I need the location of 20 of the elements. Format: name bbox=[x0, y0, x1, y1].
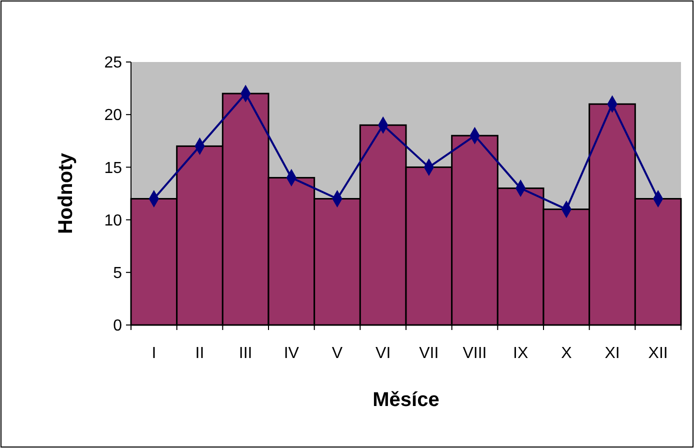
x-tick-label: XI bbox=[604, 345, 620, 362]
y-tick-label: 15 bbox=[104, 160, 122, 177]
x-tick-label: IV bbox=[284, 345, 300, 362]
x-tick-label: IX bbox=[513, 345, 528, 362]
y-tick-label: 20 bbox=[104, 107, 122, 124]
y-tick-label: 5 bbox=[113, 265, 122, 282]
x-tick-label: V bbox=[332, 345, 343, 362]
y-axis-title: Hodnoty bbox=[55, 152, 77, 234]
y-tick-label: 25 bbox=[104, 54, 122, 72]
x-tick-label: XII bbox=[648, 345, 668, 362]
y-tick-label: 10 bbox=[104, 212, 122, 230]
x-tick-label: I bbox=[152, 345, 156, 362]
x-axis-title: Měsíce bbox=[372, 389, 440, 411]
x-tick-label: VI bbox=[376, 345, 391, 362]
x-tick-label: III bbox=[238, 345, 252, 362]
x-tick-label: VIII bbox=[462, 345, 487, 362]
x-tick-label: VII bbox=[419, 345, 439, 362]
x-tick-label: II bbox=[195, 345, 204, 362]
x-tick-label: X bbox=[561, 345, 572, 362]
y-tick-label: 0 bbox=[113, 318, 122, 335]
